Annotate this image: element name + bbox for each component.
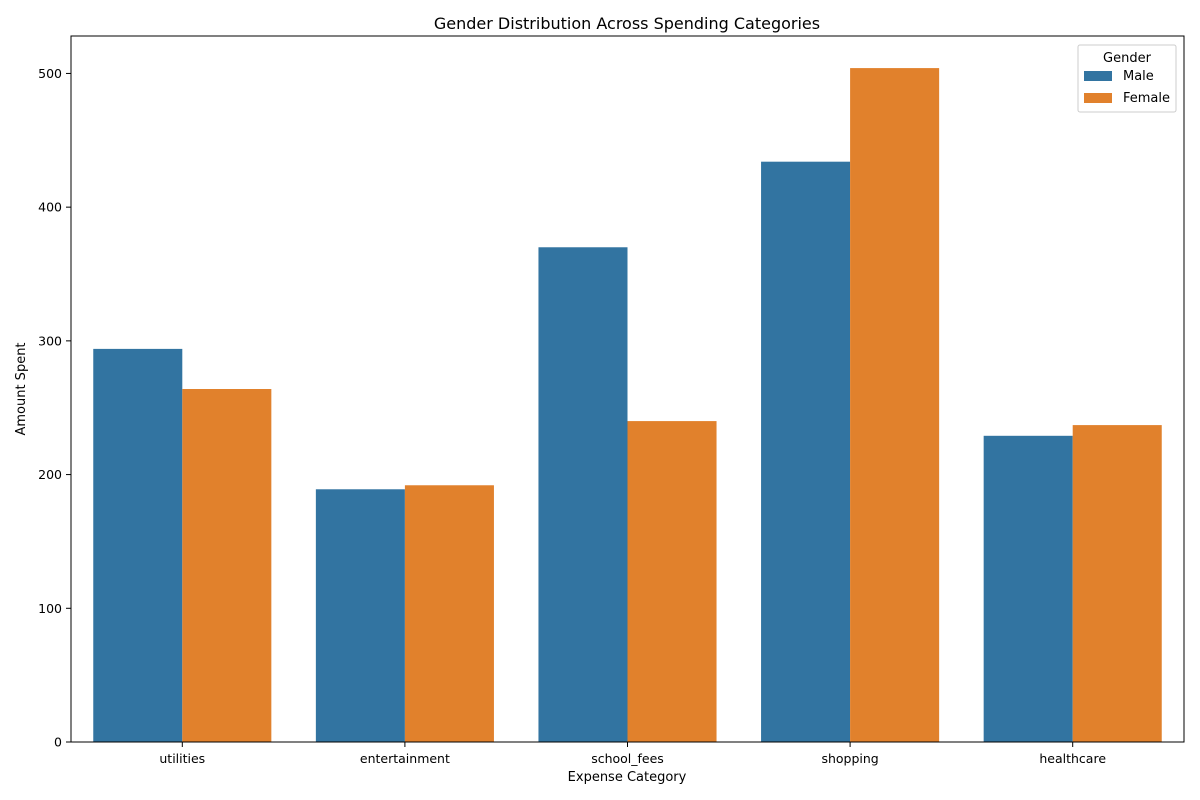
x-axis-label: Expense Category [568, 770, 687, 785]
y-tick-label: 100 [38, 601, 62, 616]
x-tick-label: shopping [821, 751, 878, 766]
y-tick-label: 200 [38, 467, 62, 482]
legend-label-female: Female [1123, 91, 1170, 106]
bar-utilities-male [93, 348, 183, 742]
bar-school-fees-female [627, 421, 717, 742]
x-tick-label: school_fees [591, 751, 664, 766]
bars [93, 68, 1162, 743]
x-tick-label: utilities [159, 751, 205, 766]
bar-entertainment-female [404, 485, 494, 742]
y-axis-ticks: 0 100 200 300 400 500 [38, 66, 71, 750]
legend-title: Gender [1103, 51, 1152, 66]
y-tick-label: 500 [38, 66, 62, 81]
bar-entertainment-male [315, 489, 405, 742]
legend-swatch-female [1084, 93, 1112, 103]
bar-healthcare-female [1072, 425, 1162, 742]
y-tick-label: 300 [38, 333, 62, 348]
bar-shopping-female [850, 68, 940, 743]
legend: Gender Male Female [1077, 44, 1177, 113]
bar-shopping-male [761, 161, 851, 742]
plot-frame [70, 35, 1185, 743]
legend-swatch-male [1084, 71, 1112, 81]
bar-school-fees-male [538, 247, 628, 742]
chart-title: Gender Distribution Across Spending Cate… [434, 14, 820, 33]
x-tick-label: healthcare [1039, 751, 1106, 766]
bar-utilities-female [182, 389, 272, 742]
bar-healthcare-male [983, 435, 1073, 742]
x-tick-label: entertainment [360, 751, 450, 766]
y-tick-label: 0 [54, 735, 62, 750]
x-axis-ticks: utilities entertainment school_fees shoppin… [159, 742, 1106, 766]
y-tick-label: 400 [38, 200, 62, 215]
legend-label-male: Male [1123, 69, 1154, 84]
y-axis-label: Amount Spent [14, 342, 29, 435]
